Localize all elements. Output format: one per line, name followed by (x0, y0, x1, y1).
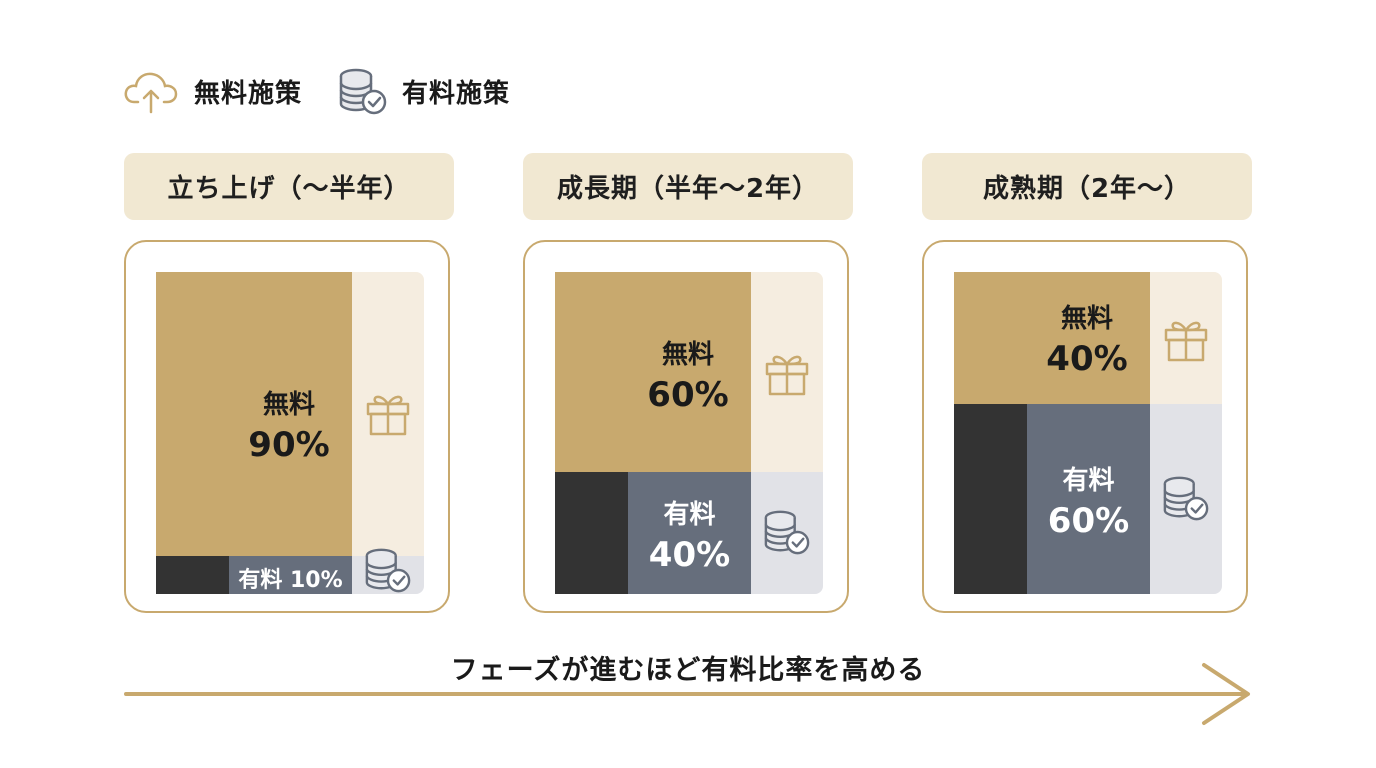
bar-free-maturity (954, 272, 1150, 404)
bar-paid-launch (229, 556, 352, 594)
free-pct-launch: 90% (248, 425, 330, 465)
cloud-upload-icon (124, 72, 178, 114)
bar-free-growth (555, 272, 751, 472)
paid-label-launch: 有料 10% (238, 568, 343, 593)
paid-name-growth: 有料 (663, 500, 716, 530)
bar-free-launch (156, 272, 352, 556)
gift-icon (759, 348, 815, 398)
free-label-launch: 無料 90% (156, 384, 352, 465)
phase-card-growth: 無料 60% 有料 40% (523, 240, 849, 613)
paid-label-maturity: 有料 60% (1027, 460, 1150, 541)
gift-icon (1158, 314, 1214, 364)
phase-card-launch: 無料 90% 有料 10% (124, 240, 450, 613)
paid-name-maturity: 有料 (1062, 466, 1115, 496)
phase-header-launch: 立ち上げ（〜半年） (124, 153, 454, 220)
legend-paid-label: 有料施策 (402, 78, 511, 109)
free-pct-growth: 60% (647, 375, 729, 415)
free-pct-maturity: 40% (1046, 339, 1128, 379)
free-name-launch: 無料 (262, 390, 315, 420)
bar-paid-dark-maturity (954, 404, 1027, 594)
free-name-maturity: 無料 (1060, 304, 1113, 334)
mosaic-launch: 無料 90% 有料 10% (156, 272, 424, 594)
bar-paid-maturity (1027, 404, 1150, 594)
coins-check-icon (339, 68, 387, 115)
legend-paid: 有料施策 (338, 66, 510, 116)
trend-caption: フェーズが進むほど有料比率を高める (450, 655, 926, 686)
coins-check-icon (759, 508, 815, 556)
mosaic-growth: 無料 60% 有料 40% (555, 272, 823, 594)
paid-pct-maturity: 60% (1047, 501, 1130, 541)
bar-paid-dark-growth (555, 472, 628, 594)
coins-check-icon (1158, 474, 1214, 522)
phase-header-growth: 成長期（半年〜2年） (523, 153, 853, 220)
phase-card-maturity: 無料 40% 有料 60% (922, 240, 1248, 613)
arrow-right-icon (124, 663, 1250, 725)
bar-paid-dark-launch (156, 556, 229, 594)
legend-free-label: 無料施策 (194, 78, 303, 109)
gift-icon (360, 388, 416, 438)
legend-free: 無料施策 (124, 68, 302, 114)
coins-check-icon (360, 546, 416, 594)
free-label-maturity: 無料 40% (954, 298, 1150, 379)
free-name-growth: 無料 (661, 340, 714, 370)
bar-paid-growth (628, 472, 751, 594)
phase-header-maturity: 成熟期（2年〜） (922, 153, 1252, 220)
legend: 無料施策 有料施策 (124, 66, 546, 116)
free-label-growth: 無料 60% (555, 334, 751, 415)
paid-pct-growth: 40% (648, 535, 731, 575)
mosaic-maturity: 無料 40% 有料 60% (954, 272, 1222, 594)
paid-label-growth: 有料 40% (628, 494, 751, 575)
